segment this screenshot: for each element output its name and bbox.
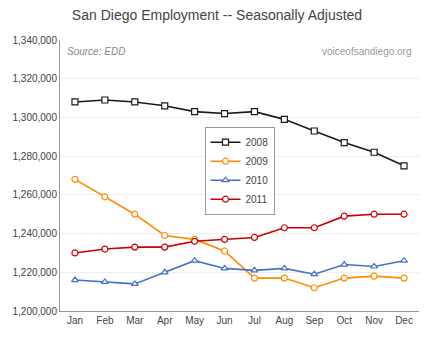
svg-text:San Diego Employment -- Season: San Diego Employment -- Seasonally Adjus… [72, 7, 362, 23]
svg-text:1,220,000: 1,220,000 [13, 267, 58, 278]
svg-text:Mar: Mar [126, 315, 144, 326]
svg-text:voiceofsandiego.org: voiceofsandiego.org [322, 46, 412, 57]
svg-text:Oct: Oct [336, 315, 352, 326]
svg-text:Apr: Apr [157, 315, 173, 326]
svg-text:Sep: Sep [305, 315, 323, 326]
svg-text:2009: 2009 [246, 156, 269, 167]
svg-text:Dec: Dec [395, 315, 413, 326]
svg-text:Jan: Jan [67, 315, 83, 326]
svg-text:2010: 2010 [246, 175, 269, 186]
svg-text:1,280,000: 1,280,000 [13, 151, 58, 162]
svg-text:1,320,000: 1,320,000 [13, 73, 58, 84]
svg-text:1,340,000: 1,340,000 [13, 35, 58, 46]
svg-text:1,200,000: 1,200,000 [13, 306, 58, 317]
svg-text:Jul: Jul [248, 315, 261, 326]
svg-text:2011: 2011 [246, 194, 268, 205]
svg-text:Source: EDD: Source: EDD [67, 46, 125, 57]
svg-text:Aug: Aug [275, 315, 293, 326]
svg-text:1,240,000: 1,240,000 [13, 228, 58, 239]
svg-text:Jun: Jun [216, 315, 232, 326]
svg-text:May: May [185, 315, 204, 326]
svg-text:Nov: Nov [365, 315, 383, 326]
svg-text:1,260,000: 1,260,000 [13, 189, 58, 200]
svg-text:1,300,000: 1,300,000 [13, 112, 58, 123]
svg-text:2008: 2008 [246, 137, 269, 148]
svg-text:Feb: Feb [96, 315, 114, 326]
